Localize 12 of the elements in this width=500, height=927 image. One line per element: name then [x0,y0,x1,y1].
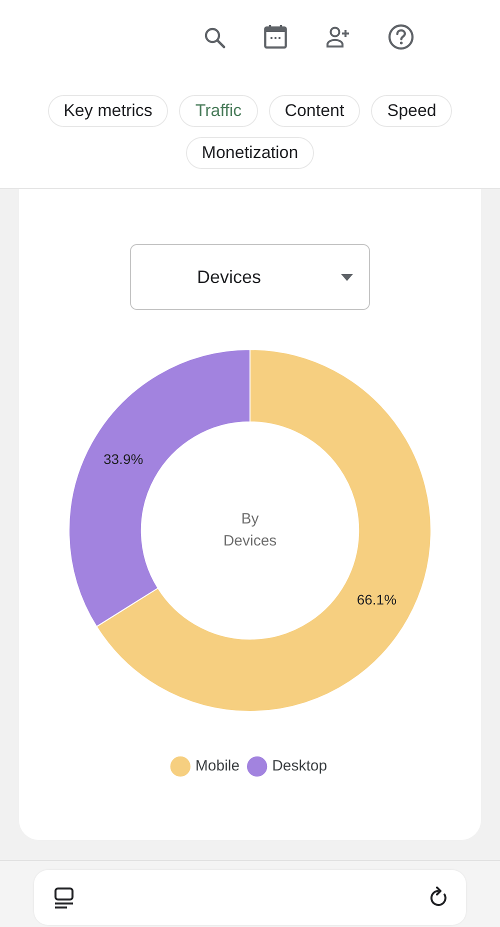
legend-label: Desktop [272,758,328,775]
chart-title: Devices [196,266,262,289]
text: By Devices [223,510,277,550]
tab: Traffic [179,95,258,127]
tab: Key metrics [48,95,168,127]
tab: Monetization [186,137,314,169]
legend-label: Mobile [195,758,240,775]
tab: Content [268,95,360,127]
tab: Speed [371,95,452,127]
dropdown: Devices [130,244,370,310]
data-label: 66.1% [356,592,397,608]
data-label: 33.9% [103,451,144,468]
